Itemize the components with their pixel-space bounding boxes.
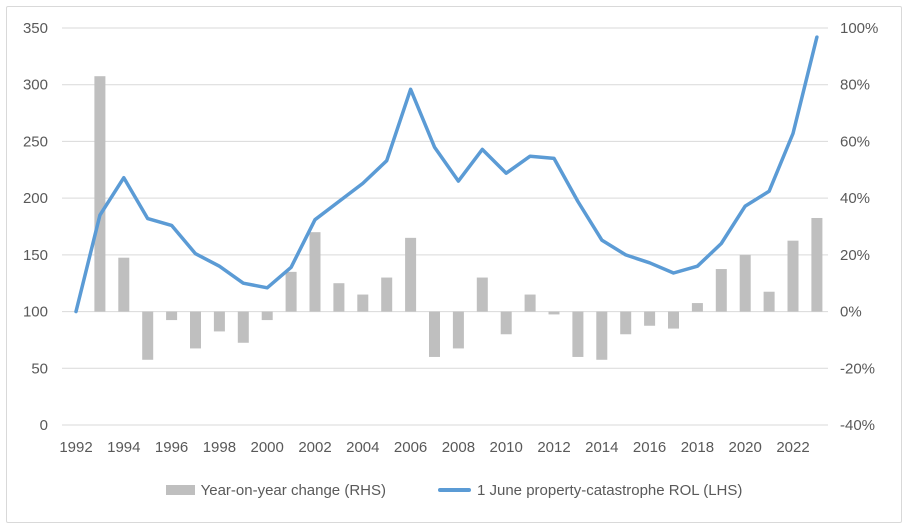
x-axis-tick-2008: 2008 — [442, 439, 475, 456]
left-axis-tick-150: 150 — [23, 247, 48, 264]
legend-item-rol: 1 June property-catastrophe ROL (LHS) — [437, 481, 743, 499]
legend-item-yoy-change: Year-on-year change (RHS) — [165, 481, 386, 499]
bar-2015 — [620, 311, 632, 335]
right-axis-tick-20%: 20% — [840, 247, 870, 264]
right-axis-tick--20%: -20% — [840, 360, 875, 377]
bar-2008 — [452, 311, 464, 349]
bar-2001 — [285, 271, 297, 312]
legend-label-yoy-change: Year-on-year change (RHS) — [200, 481, 386, 499]
bar-2002 — [309, 232, 321, 312]
x-axis-tick-2018: 2018 — [681, 439, 714, 456]
bar-2006 — [405, 237, 417, 312]
bar-2018 — [691, 303, 703, 312]
legend-label-rol: 1 June property-catastrophe ROL (LHS) — [476, 481, 743, 499]
right-axis-tick--40%: -40% — [840, 417, 875, 434]
bar-2023 — [811, 217, 823, 312]
bar-2003 — [333, 283, 345, 312]
bar-1999 — [237, 311, 249, 343]
x-axis-tick-1994: 1994 — [107, 439, 140, 456]
x-axis-tick-2006: 2006 — [394, 439, 427, 456]
left-axis-tick-300: 300 — [23, 77, 48, 94]
x-axis-tick-1992: 1992 — [59, 439, 92, 456]
right-axis-tick-60%: 60% — [840, 133, 870, 150]
left-axis-tick-350: 350 — [23, 20, 48, 37]
x-axis-tick-2012: 2012 — [537, 439, 570, 456]
x-axis-tick-1998: 1998 — [203, 439, 236, 456]
bar-2014 — [596, 311, 608, 360]
bar-2013 — [572, 311, 584, 357]
bar-2009 — [476, 277, 488, 312]
combo-chart: 0 50 100 150 200 250 300 350 -40% -20% 0% 20% 40% 60%… — [23, 20, 878, 456]
bar-2020 — [739, 254, 751, 312]
x-axis-tick-2022: 2022 — [776, 439, 809, 456]
left-axis-tick-50: 50 — [31, 360, 48, 377]
bar-2012 — [548, 311, 560, 315]
right-axis-tick-80%: 80% — [840, 77, 870, 94]
bar-2022 — [787, 240, 799, 312]
bar-2010 — [500, 311, 512, 335]
bar-2017 — [668, 311, 679, 329]
bar-2005 — [381, 277, 393, 312]
bar-1995 — [142, 311, 154, 360]
x-axis-tick-2016: 2016 — [633, 439, 666, 456]
bar-2000 — [261, 311, 273, 321]
x-axis-tick-2000: 2000 — [251, 439, 284, 456]
bar-2004 — [357, 294, 369, 312]
bar-1997 — [190, 311, 201, 349]
blue-line-swatch-icon — [437, 488, 471, 492]
bar-2007 — [429, 311, 440, 357]
right-axis-tick-100%: 100% — [840, 20, 878, 37]
bar-2016 — [644, 311, 656, 326]
right-axis-tick-0%: 0% — [840, 304, 862, 321]
bar-2019 — [715, 269, 727, 312]
x-axis-tick-2004: 2004 — [346, 439, 379, 456]
left-axis-tick-200: 200 — [23, 190, 48, 207]
x-axis-tick-2020: 2020 — [729, 439, 762, 456]
left-axis-tick-100: 100 — [23, 304, 48, 321]
rol-line-series — [74, 35, 819, 314]
x-axis-tick-1996: 1996 — [155, 439, 188, 456]
bar-2021 — [763, 291, 775, 312]
x-axis-tick-2014: 2014 — [585, 439, 618, 456]
bar-1998 — [213, 311, 225, 332]
left-axis-tick-250: 250 — [23, 133, 48, 150]
bar-1993 — [94, 76, 106, 312]
bar-1994 — [118, 257, 130, 312]
x-axis-tick-2010: 2010 — [490, 439, 523, 456]
left-axis-tick-0: 0 — [40, 417, 48, 434]
chart-legend: Year-on-year change (RHS) 1 June propert… — [0, 477, 908, 503]
right-axis-tick-40%: 40% — [840, 190, 870, 207]
gray-bar-swatch-icon — [165, 485, 195, 495]
bar-1996 — [166, 311, 178, 321]
x-axis-tick-2002: 2002 — [298, 439, 331, 456]
bar-2011 — [524, 294, 536, 312]
